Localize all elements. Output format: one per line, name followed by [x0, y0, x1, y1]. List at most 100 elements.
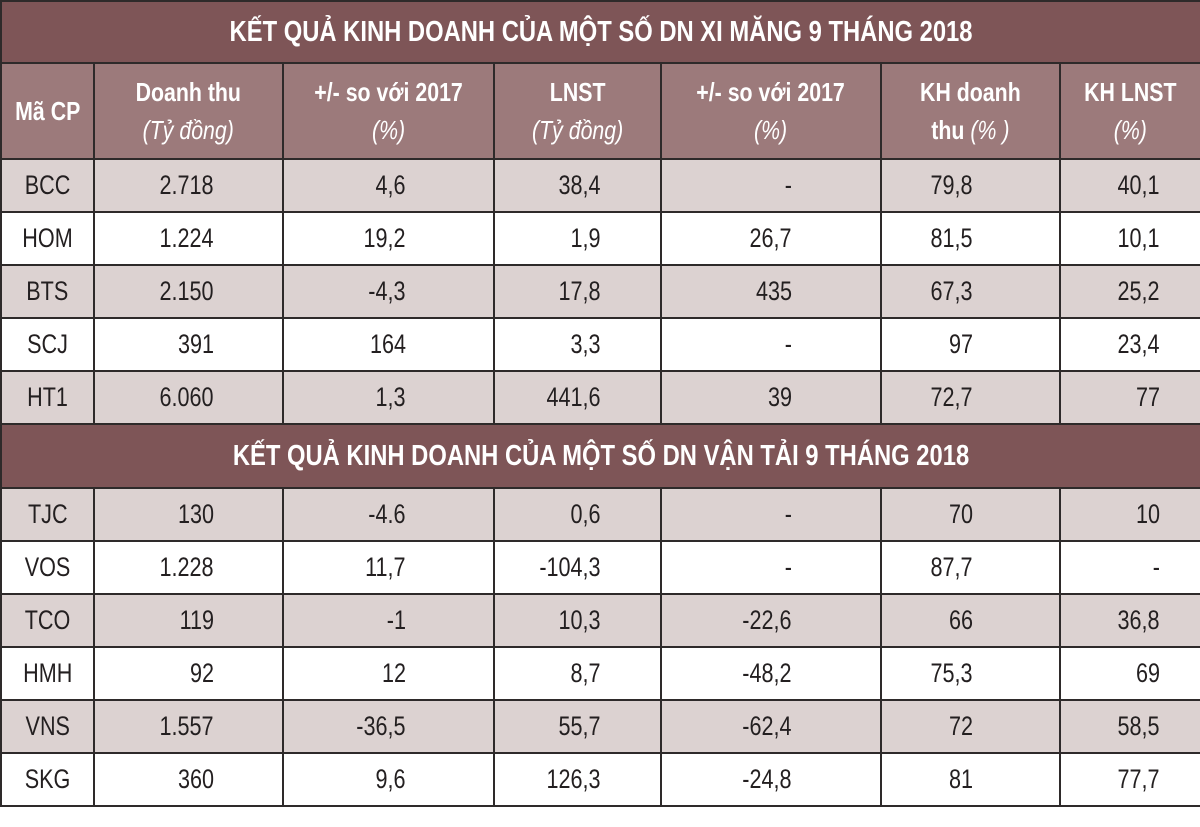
header-lnst: LNST (Tỷ đồng)	[493, 62, 662, 160]
cell-code: TJC	[0, 487, 95, 542]
cell-rev-change: 4,6	[282, 158, 495, 213]
cell-kh-revenue: 97	[880, 317, 1061, 372]
table-row: HT1 6.060 1,3 441,6 39 72,7 77	[0, 370, 1200, 425]
cell-kh-revenue: 70	[880, 487, 1061, 542]
cell-lnst-change: -	[660, 317, 882, 372]
cell-revenue: 92	[93, 646, 284, 701]
cell-kh-revenue: 79,8	[880, 158, 1061, 213]
cell-kh-revenue: 75,3	[880, 646, 1061, 701]
cell-kh-lnst: 23,4	[1058, 317, 1200, 372]
transport-table-body: TJC 130 -4.6 0,6-70 10 VOS 1.228 11,7 -104,3-87,…	[0, 487, 1200, 807]
cell-rev-change: 164	[282, 317, 495, 372]
cell-lnst-change: 435	[660, 264, 882, 319]
cell-code: SKG	[0, 752, 95, 807]
cell-lnst-change: -62,4	[660, 699, 882, 754]
cell-lnst: -104,3	[493, 540, 662, 595]
cell-lnst: 10,3	[493, 593, 662, 648]
cell-lnst: 126,3	[493, 752, 662, 807]
table-row: VNS 1.557 -36,5 55,7 -62,4 72 58,5	[0, 699, 1200, 754]
cell-rev-change: -1	[282, 593, 495, 648]
cell-rev-change: -36,5	[282, 699, 495, 754]
cell-rev-change: 11,7	[282, 540, 495, 595]
cell-lnst-change: -	[660, 487, 882, 542]
cell-lnst-change: -	[660, 540, 882, 595]
cell-kh-revenue: 66	[880, 593, 1061, 648]
cell-lnst: 3,3	[493, 317, 662, 372]
cell-kh-lnst: 58,5	[1058, 699, 1200, 754]
cell-code: BCC	[0, 158, 95, 213]
cell-revenue: 360	[93, 752, 284, 807]
transport-section-title-row: KẾT QUẢ KINH DOANH CỦA MỘT SỐ DN VẬN TẢI…	[0, 423, 1200, 489]
table-row: HOM 1.224 19,2 1,9 26,7 81,5 10,1	[0, 211, 1200, 266]
cell-revenue: 1.557	[93, 699, 284, 754]
header-revenue: Doanh thu (Tỷ đồng)	[93, 62, 284, 160]
cell-rev-change: -4,3	[282, 264, 495, 319]
cell-kh-lnst: 36,8	[1058, 593, 1200, 648]
cell-code: HOM	[0, 211, 95, 266]
cell-kh-lnst: 40,1	[1058, 158, 1200, 213]
cell-kh-revenue: 81	[880, 752, 1061, 807]
cell-lnst: 38,4	[493, 158, 662, 213]
transport-section-title: KẾT QUẢ KINH DOANH CỦA MỘT SỐ DN VẬN TẢI…	[0, 423, 1200, 489]
cell-kh-revenue: 87,7	[880, 540, 1061, 595]
table-row: VOS 1.228 11,7 -104,3-87,7-	[0, 540, 1200, 595]
cell-kh-revenue: 72,7	[880, 370, 1061, 425]
cell-kh-revenue: 72	[880, 699, 1061, 754]
cell-lnst-change: -48,2	[660, 646, 882, 701]
cell-kh-revenue: 67,3	[880, 264, 1061, 319]
cell-lnst-change: -	[660, 158, 882, 213]
table-row: HMH 92 12 8,7 -48,2 75,3 69	[0, 646, 1200, 701]
cell-kh-lnst: 10,1	[1058, 211, 1200, 266]
cell-code: SCJ	[0, 317, 95, 372]
cell-kh-lnst: 25,2	[1058, 264, 1200, 319]
column-header-row: Mã CP Doanh thu (Tỷ đồng) +/- so với 2017…	[0, 62, 1200, 160]
cement-section-title-row: KẾT QUẢ KINH DOANH CỦA MỘT SỐ DN XI MĂNG…	[0, 0, 1200, 64]
cell-lnst-change: 39	[660, 370, 882, 425]
cell-kh-revenue: 81,5	[880, 211, 1061, 266]
cell-revenue: 2.718	[93, 158, 284, 213]
cement-section-title: KẾT QUẢ KINH DOANH CỦA MỘT SỐ DN XI MĂNG…	[0, 0, 1200, 64]
cell-rev-change: 19,2	[282, 211, 495, 266]
table-row: SKG 360 9,6 126,3 -24,8 81 77,7	[0, 752, 1200, 807]
cell-rev-change: 9,6	[282, 752, 495, 807]
header-revenue-change: +/- so với 2017 (%)	[282, 62, 495, 160]
cell-lnst: 17,8	[493, 264, 662, 319]
cell-revenue: 1.224	[93, 211, 284, 266]
cell-kh-lnst: 69	[1058, 646, 1200, 701]
cell-rev-change: 1,3	[282, 370, 495, 425]
cell-revenue: 6.060	[93, 370, 284, 425]
cell-code: HMH	[0, 646, 95, 701]
business-results-table: KẾT QUẢ KINH DOANH CỦA MỘT SỐ DN XI MĂNG…	[0, 0, 1200, 807]
header-kh-revenue: KH doanh thu (% )	[880, 62, 1061, 160]
cell-lnst-change: 26,7	[660, 211, 882, 266]
cell-lnst-change: -24,8	[660, 752, 882, 807]
cell-lnst: 0,6	[493, 487, 662, 542]
cell-revenue: 391	[93, 317, 284, 372]
cell-lnst: 55,7	[493, 699, 662, 754]
header-lnst-change: +/- so với 2017 (%)	[660, 62, 882, 160]
cell-code: VNS	[0, 699, 95, 754]
table-row: TCO 119 -1 10,3 -22,6 66 36,8	[0, 593, 1200, 648]
cell-revenue: 119	[93, 593, 284, 648]
cell-code: TCO	[0, 593, 95, 648]
cell-kh-lnst: 77	[1058, 370, 1200, 425]
cement-table-body: BCC 2.718 4,6 38,4-79,8 40,1 HOM 1.224 19,2 1,9 2…	[0, 158, 1200, 425]
table-row: TJC 130 -4.6 0,6-70 10	[0, 487, 1200, 542]
table-row: SCJ 391 164 3,3-97 23,4	[0, 317, 1200, 372]
cell-lnst: 1,9	[493, 211, 662, 266]
cell-revenue: 130	[93, 487, 284, 542]
header-kh-lnst: KH LNST (%)	[1058, 62, 1200, 160]
cell-kh-lnst: 10	[1058, 487, 1200, 542]
cell-code: VOS	[0, 540, 95, 595]
cell-lnst: 8,7	[493, 646, 662, 701]
cell-lnst: 441,6	[493, 370, 662, 425]
cell-kh-lnst: -	[1058, 540, 1200, 595]
cell-kh-lnst: 77,7	[1058, 752, 1200, 807]
header-code: Mã CP	[0, 62, 95, 160]
cell-lnst-change: -22,6	[660, 593, 882, 648]
cell-code: BTS	[0, 264, 95, 319]
table-row: BTS 2.150 -4,3 17,8 435 67,3 25,2	[0, 264, 1200, 319]
cell-rev-change: -4.6	[282, 487, 495, 542]
table-row: BCC 2.718 4,6 38,4-79,8 40,1	[0, 158, 1200, 213]
cell-revenue: 1.228	[93, 540, 284, 595]
